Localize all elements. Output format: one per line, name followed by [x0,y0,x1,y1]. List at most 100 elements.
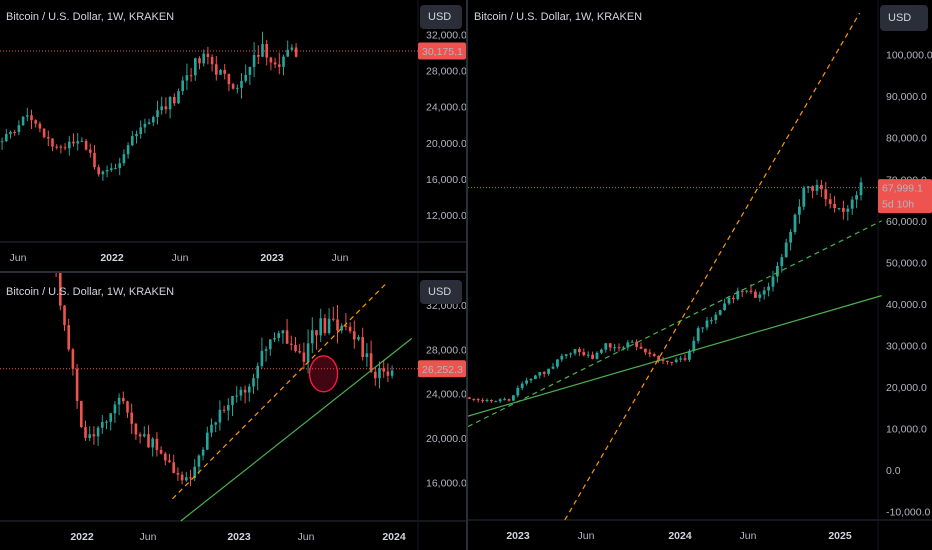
candle [302,342,306,369]
candle-body [361,337,364,357]
candle-body [604,343,608,350]
candle [147,425,150,448]
candle-body [26,115,29,117]
candle-body [88,434,91,438]
candle [55,273,57,278]
candle [736,287,740,301]
candle-body [135,134,138,137]
candle [13,129,16,136]
candle-body [168,460,171,463]
candle [767,282,770,297]
chart-pane-top-left[interactable]: 32,000.0 28,000.0 24,000.0 20,000.0 16,000.0… [0,0,466,271]
candle [534,374,537,380]
candle-body [802,188,806,207]
candle [89,143,92,158]
candle-body [110,168,113,171]
candle-body [147,434,150,448]
candle-body [749,290,753,292]
candle-body [485,399,489,402]
candle-body [30,115,33,121]
candle-body [512,395,515,401]
candle-body [789,231,792,243]
candle [101,415,104,434]
candle [306,329,310,374]
candle [17,120,21,136]
chart-pane-right[interactable]: 100,000.090,000.080,000.070,000.060,000.… [468,0,932,550]
candle-body [798,206,801,215]
candle-body [206,53,210,58]
candle-body [5,134,8,142]
pane3-currency-button[interactable]: USD [880,5,928,31]
candle-body [732,297,735,300]
candle-body [286,49,289,57]
candle [264,346,268,362]
candle-body [227,73,231,85]
chart-pane-bottom-left[interactable]: 32,000.0 28,000.0 24,000.0 20,000.0 16,000.0… [0,273,466,550]
candle [47,130,50,147]
candle [155,432,159,457]
candle [227,73,231,92]
candle [547,368,550,376]
candle [227,398,230,421]
candle [277,330,280,342]
candle [670,361,674,366]
candle [357,335,360,342]
candle-body [201,449,205,456]
horizontal-divider[interactable] [0,271,466,273]
candle [42,128,46,139]
candle [378,361,381,389]
candle [494,400,498,403]
pane1-currency-button[interactable]: USD [420,5,462,29]
x-tick-label: Jun [332,252,349,264]
candle [265,39,268,66]
candle [282,54,285,76]
y-tick-label: 16,000.0 [426,477,466,489]
candle-body [591,354,594,359]
candle [130,403,133,435]
candle-body [93,152,96,168]
candle-body [76,141,79,144]
candle-body [365,353,369,357]
candle [239,386,243,401]
candle-body [210,57,214,65]
candle-body [285,330,289,344]
candle [281,329,285,344]
candle [248,383,251,402]
candle-body [84,426,87,438]
candle-body [298,351,301,353]
candle-body [218,409,222,423]
candle-body [652,354,656,356]
candle [732,295,735,304]
candle [503,397,506,401]
candle [811,185,814,199]
y-tick-label: 10,000.0 [886,424,927,436]
pane2-currency-button[interactable]: USD [420,280,462,304]
y-tick-label: 90,000.0 [886,91,927,103]
candle-body [256,365,259,379]
candle-body [172,462,175,474]
vertical-divider[interactable] [466,0,468,550]
candle-body [538,372,542,376]
last-price-label: 67,999.1 [882,183,923,195]
x-tick-label: Jun [10,252,27,264]
candle [159,446,163,455]
candle-body [59,273,62,306]
trendline-solid-green [180,337,413,522]
candle [34,119,37,128]
candle-body [198,58,201,64]
candle-body [42,128,46,138]
candle [0,137,4,150]
candle [185,471,188,482]
x-tick-label: 2023 [227,531,251,543]
candle [96,425,100,446]
candle [591,351,594,360]
candle-body [277,333,280,338]
last-price-label: 30,175.1 [422,46,463,58]
candle [273,57,277,69]
candle [340,323,343,334]
candle [269,56,273,71]
candle-body [294,47,298,57]
candle-body [96,427,100,437]
candle-body [578,349,581,353]
pane3-currency-label: USD [888,12,912,24]
